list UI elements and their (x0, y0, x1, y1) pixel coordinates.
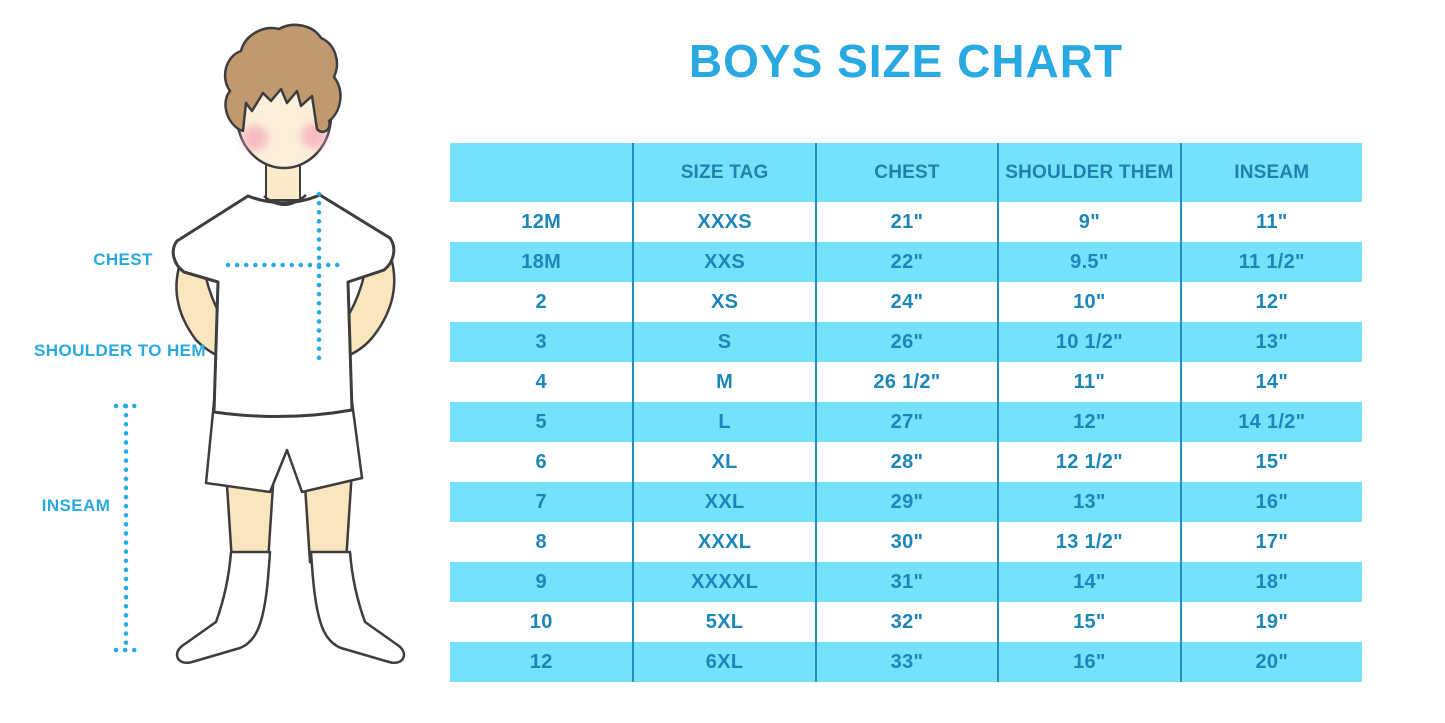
table-cell: XXL (632, 482, 814, 522)
table-cell: 29" (814, 482, 997, 522)
table-cell: L (632, 402, 814, 442)
table-row: 2 XS 24" 10" 12" (450, 282, 1362, 322)
boy-shorts (204, 400, 364, 494)
label-chest: CHEST (93, 250, 153, 269)
header-cell: INSEAM (1179, 143, 1362, 202)
size-table: SIZE TAG CHEST SHOULDER THEM INSEAM 12M XXXS… (450, 143, 1362, 682)
table-row: 10 5XL 32" 15" 19" (450, 602, 1362, 642)
table-cell: 18M (521, 250, 562, 273)
table-cell: 28" (814, 442, 997, 482)
table-cell: XS (632, 282, 814, 322)
table-cell: 15" (1179, 442, 1362, 482)
table-cell: 14" (997, 562, 1179, 602)
table-row: 12M XXXS 21" 9" 11" (450, 202, 1362, 242)
header-cell: SHOULDER THEM (997, 143, 1179, 202)
table-row: 3 S 26" 10 1/2" 13" (450, 322, 1362, 362)
table-cell: 6 (535, 450, 547, 473)
boy-socks (175, 550, 406, 665)
table-cell: 6XL (632, 642, 814, 682)
table-cell: XL (632, 442, 814, 482)
table-cell: 31" (814, 562, 997, 602)
table-cell: 14 1/2" (1179, 402, 1362, 442)
table-cell: 12M (521, 210, 562, 233)
table-cell: 9 (535, 570, 547, 593)
table-cell: 24" (814, 282, 997, 322)
table-cell: XXXXL (632, 562, 814, 602)
table-cell: XXXL (632, 522, 814, 562)
table-cell: 2 (535, 290, 547, 313)
table-cell: 10 1/2" (997, 322, 1179, 362)
table-cell: 10" (997, 282, 1179, 322)
table-cell: 4 (535, 370, 547, 393)
table-cell: 32" (814, 602, 997, 642)
table-cell: 26 1/2" (814, 362, 997, 402)
table-row: 12 6XL 33" 16" 20" (450, 642, 1362, 682)
table-cell: 8 (535, 530, 547, 553)
table-cell: M (632, 362, 814, 402)
measurement-figure: CHEST SHOULDER TO HEM INSEAM (0, 0, 450, 723)
table-cell: 9.5" (997, 242, 1179, 282)
table-cell: 16" (1179, 482, 1362, 522)
table-cell: 11" (997, 362, 1179, 402)
table-cell: 12" (1179, 282, 1362, 322)
table-cell: 14" (1179, 362, 1362, 402)
table-cell: 13" (997, 482, 1179, 522)
boy-shirt (171, 193, 396, 419)
table-cell: 9" (997, 202, 1179, 242)
boy-blush (242, 123, 327, 151)
table-cell: 19" (1179, 602, 1362, 642)
label-inseam: INSEAM (41, 496, 111, 515)
table-cell: 16" (997, 642, 1179, 682)
table-cell: XXS (632, 242, 814, 282)
table-row: 18M XXS 22" 9.5" 11 1/2" (450, 242, 1362, 282)
table-cell: 21" (814, 202, 997, 242)
table-cell: 20" (1179, 642, 1362, 682)
label-shoulder-to-hem: SHOULDER TO HEM (34, 341, 206, 360)
table-cell: 22" (814, 242, 997, 282)
table-cell: 13 1/2" (997, 522, 1179, 562)
table-cell: 15" (997, 602, 1179, 642)
table-cell: 10 (529, 610, 553, 633)
table-body: 12M XXXS 21" 9" 11" 18M XXS 22" 9.5" 11 1/2" 2 XS 24… (450, 202, 1362, 682)
table-cell: XXXS (632, 202, 814, 242)
table-cell: 3 (535, 330, 547, 353)
table-row: 6 XL 28" 12 1/2" 15" (450, 442, 1362, 482)
table-cell: 5 (535, 410, 547, 433)
table-row: 9 XXXXL 31" 14" 18" (450, 562, 1362, 602)
header-cell: CHEST (814, 143, 997, 202)
table-cell: 12" (997, 402, 1179, 442)
boy-shirt-collar (263, 194, 307, 206)
table-cell: 13" (1179, 322, 1362, 362)
table-cell: 26" (814, 322, 997, 362)
table-cell: 17" (1179, 522, 1362, 562)
header-cell (450, 143, 632, 202)
table-header-row: SIZE TAG CHEST SHOULDER THEM INSEAM (450, 143, 1362, 202)
table-cell: 5XL (632, 602, 814, 642)
table-cell: 30" (814, 522, 997, 562)
table-cell: 33" (814, 642, 997, 682)
table-cell: 27" (814, 402, 997, 442)
table-cell: 12 (529, 650, 553, 673)
table-cell: 12 1/2" (997, 442, 1179, 482)
table-cell: 18" (1179, 562, 1362, 602)
table-row: 7 XXL 29" 13" 16" (450, 482, 1362, 522)
table-cell: 11 1/2" (1179, 242, 1362, 282)
header-cell: SIZE TAG (632, 143, 814, 202)
table-row: 8 XXXL 30" 13 1/2" 17" (450, 522, 1362, 562)
table-cell: S (632, 322, 814, 362)
boy-illustration (113, 23, 406, 665)
page-title: BOYS SIZE CHART (688, 35, 1124, 87)
boy-hair (223, 23, 342, 134)
table-cell: 7 (535, 490, 547, 513)
table-cell: 11" (1179, 202, 1362, 242)
table-row: 4 M 26 1/2" 11" 14" (450, 362, 1362, 402)
table-row: 5 L 27" 12" 14 1/2" (450, 402, 1362, 442)
